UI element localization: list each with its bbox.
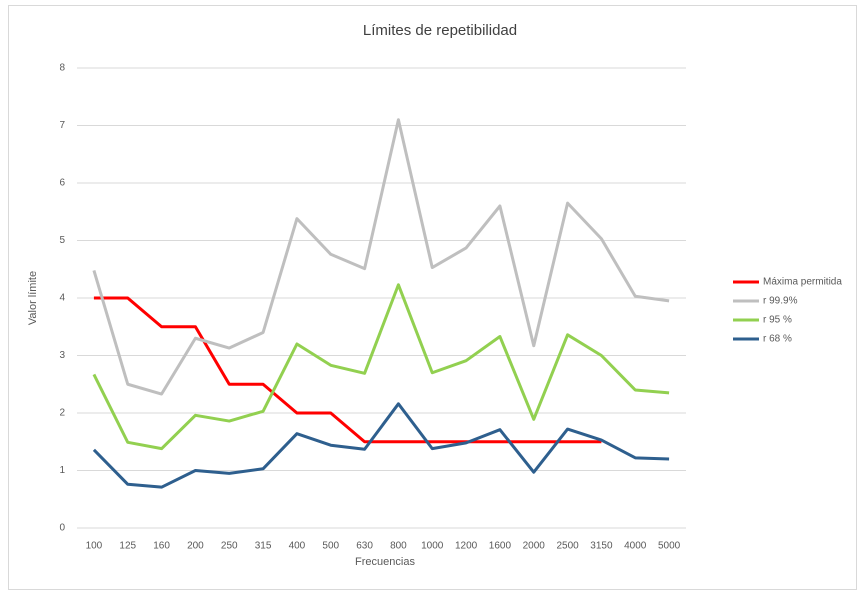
x-tick-label: 1600	[489, 541, 512, 552]
x-tick-label: 1200	[455, 541, 478, 552]
x-tick-label: 5000	[658, 541, 681, 552]
x-tick-label: 2500	[556, 541, 579, 552]
legend-label: r 99.9%	[763, 296, 798, 307]
y-tick-label: 4	[59, 293, 65, 304]
x-tick-label: 2000	[523, 541, 546, 552]
x-axis-label: Frecuencias	[355, 556, 415, 568]
legend-label: Máxima permitida	[763, 277, 842, 288]
x-tick-label: 100	[86, 541, 103, 552]
x-tick-label: 160	[153, 541, 170, 552]
y-tick-label: 3	[59, 350, 65, 361]
x-tick-label: 250	[221, 541, 238, 552]
y-tick-label: 8	[59, 63, 65, 74]
x-tick-label: 3150	[590, 541, 613, 552]
x-tick-label: 315	[255, 541, 272, 552]
x-tick-label: 400	[289, 541, 306, 552]
y-tick-label: 6	[59, 178, 65, 189]
x-tick-label: 200	[187, 541, 204, 552]
y-tick-label: 1	[59, 465, 65, 476]
x-tick-label: 1000	[421, 541, 444, 552]
legend-label: r 95 %	[763, 315, 792, 326]
series-line	[92, 118, 670, 396]
y-tick-label: 2	[59, 408, 65, 419]
x-tick-label: 500	[322, 541, 339, 552]
y-tick-label: 7	[59, 120, 65, 131]
x-tick-label: 800	[390, 541, 407, 552]
series-line	[92, 283, 670, 451]
y-tick-label: 5	[59, 235, 65, 246]
series-line	[92, 402, 670, 489]
series-line	[93, 296, 602, 444]
y-tick-label: 0	[59, 523, 65, 534]
y-axis-label: Valor límite	[27, 271, 39, 325]
legend-label: r 68 %	[763, 334, 792, 345]
x-tick-label: 4000	[624, 541, 647, 552]
x-tick-label: 630	[356, 541, 373, 552]
chart-title: Límites de repetibilidad	[363, 22, 517, 39]
x-tick-label: 125	[119, 541, 136, 552]
